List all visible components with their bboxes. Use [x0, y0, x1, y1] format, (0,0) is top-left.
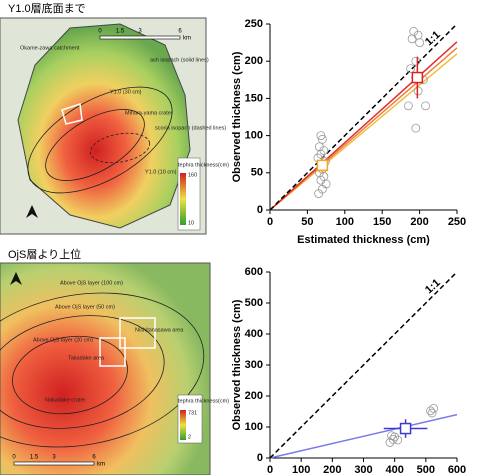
mean-marker [412, 73, 422, 83]
fit-line [270, 415, 457, 458]
mean-marker [317, 160, 327, 170]
map-label: Above OjS layer (20 cm) [33, 337, 93, 343]
y-axis-label: Observed thickness (cm) [231, 51, 243, 182]
y-tick-label: 50 [251, 167, 263, 179]
y-tick-label: 200 [245, 390, 263, 402]
legend-title: tephra thickness(cm) [178, 398, 229, 404]
legend-max: 731 [188, 410, 197, 416]
scale-unit: km [97, 462, 105, 468]
x-tick-label: 300 [354, 464, 372, 475]
x-tick-label: 100 [292, 464, 310, 475]
y-tick-label: 150 [245, 92, 263, 104]
y-tick-label: 100 [245, 130, 263, 142]
map-label: Nakadake crater [45, 397, 86, 403]
y-axis-label: Observed thickness (cm) [231, 299, 243, 430]
x-tick-label: 600 [448, 464, 466, 475]
point [428, 409, 436, 417]
figure: Y1.0層底面まで Okame-zawa catchment ash isopa… [0, 0, 478, 475]
x-tick-label: 0 [267, 464, 273, 475]
map-label: ash isopach (solid lines) [150, 57, 209, 63]
y-tick-label: 600 [245, 266, 263, 278]
y-tick-label: 250 [245, 18, 263, 30]
map-label: Y1.0 (10 cm) [145, 169, 177, 175]
colorbar [180, 410, 186, 440]
legend-min: 2 [188, 434, 191, 440]
point [412, 124, 420, 132]
x-tick-label: 150 [373, 216, 391, 228]
map-label: Above OjS layer (100 cm) [60, 280, 123, 286]
legend-title: tephra thickness(cm) [178, 162, 229, 168]
x-tick-label: 200 [323, 464, 341, 475]
panel-title: OjS層より上位 [8, 247, 81, 261]
map-label: Okame-zawa catchment [20, 45, 80, 51]
x-axis-label: Estimated thickness (cm) [297, 234, 430, 246]
map-label: Above OjS layer (50 cm) [55, 304, 115, 310]
colorbar [180, 173, 186, 225]
map-label: scoria isopach (dashed lines) [155, 125, 226, 131]
panel-title: Y1.0層底面まで [8, 1, 86, 15]
scale-bar [100, 36, 180, 39]
scale-unit: km [183, 36, 191, 42]
legend-max: 160 [188, 172, 197, 178]
y-tick-label: 200 [245, 55, 263, 67]
y-tick-label: 500 [245, 297, 263, 309]
point [404, 102, 412, 110]
fit-line [270, 42, 457, 210]
y-tick-label: 0 [257, 452, 263, 464]
x-tick-label: 200 [410, 216, 428, 228]
x-tick-label: 250 [448, 216, 466, 228]
x-tick-label: 0 [267, 216, 273, 228]
x-tick-label: 100 [336, 216, 354, 228]
y-tick-label: 0 [257, 204, 263, 216]
x-tick-label: 50 [301, 216, 313, 228]
annotation: 1:1 [423, 277, 443, 297]
annotation: 1:1 [423, 29, 443, 49]
map-label: Takadake area [68, 355, 105, 361]
scale-label: 1.5 [116, 29, 125, 35]
scale-bar [14, 462, 94, 465]
point [416, 39, 424, 47]
mean-marker [401, 424, 411, 434]
map-label: Nishitanasawa area [135, 327, 184, 333]
map-label: Y1.0 (30 cm) [110, 89, 142, 95]
y-tick-label: 300 [245, 359, 263, 371]
point [407, 65, 415, 73]
y-tick-label: 100 [245, 421, 263, 433]
point [408, 35, 416, 43]
point [322, 180, 330, 188]
map-label: Mihara-yama crater [125, 110, 173, 116]
legend-min: 10 [188, 220, 194, 226]
scale-label: 1.5 [30, 455, 39, 461]
point [422, 102, 430, 110]
y-tick-label: 400 [245, 328, 263, 340]
reference-line [270, 272, 457, 458]
x-tick-label: 400 [385, 464, 403, 475]
reference-line [270, 24, 457, 210]
x-tick-label: 500 [417, 464, 435, 475]
